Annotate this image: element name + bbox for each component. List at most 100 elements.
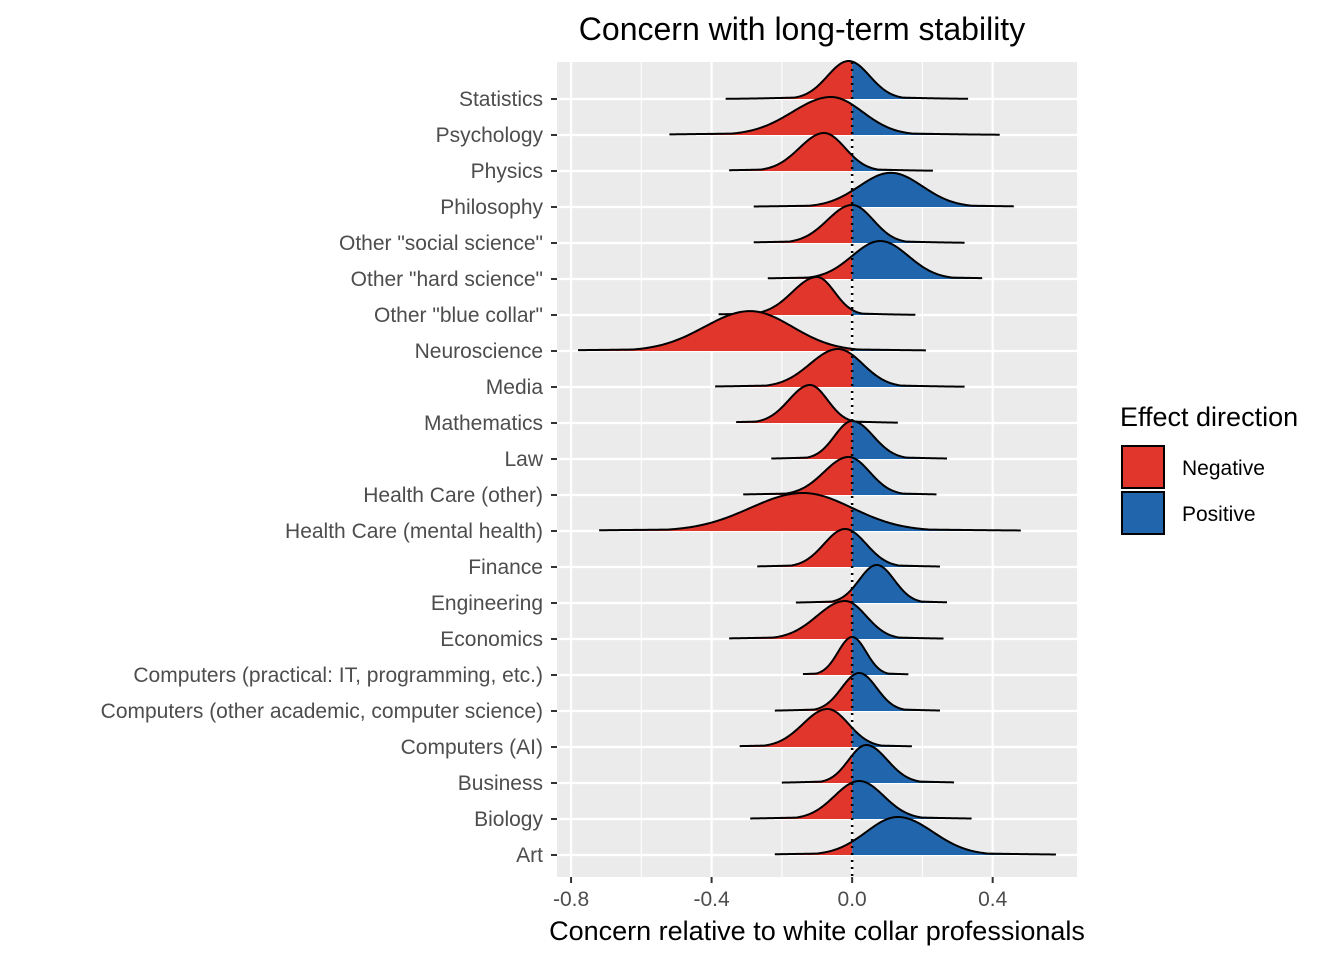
y-tick-label: Art: [516, 844, 543, 867]
y-tick-label: Psychology: [436, 124, 544, 147]
negative-area: [669, 97, 853, 135]
positive-area: [852, 241, 983, 279]
negative-area: [578, 311, 853, 351]
ridge-business: [781, 743, 955, 784]
density-outline: [795, 563, 948, 604]
density-outline: [771, 419, 948, 460]
positive-area: [852, 781, 972, 819]
positive-area: [852, 603, 944, 639]
negative-area: [757, 529, 853, 567]
ridge-biology: [750, 780, 972, 820]
ridge-mathematics: [736, 383, 898, 424]
density-outline: [578, 310, 926, 352]
legend-key-negative: [1121, 445, 1165, 489]
negative-area: [802, 637, 853, 675]
negative-area: [753, 205, 853, 243]
ridge-other-social-science: [753, 203, 965, 244]
negative-area: [725, 61, 853, 99]
ridge-computers-other-academic-computer-science: [774, 671, 940, 712]
density-outline: [729, 131, 933, 172]
chart-title: Concern with long-term stability: [579, 11, 1025, 47]
y-tick-label: Computers (AI): [401, 736, 543, 759]
positive-area: [852, 531, 940, 567]
negative-area: [771, 421, 853, 459]
y-tick-label: Mathematics: [424, 412, 543, 435]
ridge-statistics: [725, 60, 969, 100]
y-axis: Statistics Psychology Physics Philosophy Oth…: [101, 88, 557, 867]
legend-key-positive: [1121, 491, 1165, 535]
density-outline: [774, 815, 1056, 856]
positive-area: [852, 309, 916, 315]
density-outline: [736, 383, 898, 424]
positive-area: [852, 172, 1014, 207]
negative-area: [718, 277, 853, 315]
ridge-neuroscience: [578, 310, 926, 352]
negative-area: [750, 782, 853, 819]
ridge-health-care-mental-health: [599, 491, 1021, 532]
ridge-finance: [757, 528, 940, 568]
x-tick-label: -0.4: [694, 888, 731, 911]
density-outline: [781, 743, 955, 784]
legend: Effect direction Negative Positive: [1120, 402, 1298, 535]
y-tick-label: Philosophy: [440, 196, 543, 219]
density-outline: [802, 635, 909, 676]
legend-title: Effect direction: [1120, 402, 1298, 432]
ridge-physics: [729, 131, 933, 172]
plot-panel: [557, 62, 1077, 877]
y-tick-label: Media: [486, 376, 544, 399]
y-tick-label: Engineering: [431, 592, 543, 615]
negative-area: [599, 493, 853, 531]
positive-area: [852, 457, 937, 495]
ridge-law: [771, 419, 948, 460]
y-tick-label: Other "hard science": [351, 268, 543, 291]
y-tick-label: Statistics: [459, 88, 543, 111]
positive-area: [852, 205, 965, 243]
ridge-health-care-other: [743, 455, 937, 496]
density-outline: [753, 171, 1014, 208]
positive-area: [852, 155, 933, 171]
x-tick-label: -0.8: [553, 888, 589, 911]
positive-area: [852, 817, 1056, 855]
y-tick-label: Computers (practical: IT, programming, e…: [133, 664, 543, 687]
positive-area: [852, 61, 969, 99]
negative-area: [743, 457, 853, 495]
positive-area: [852, 673, 940, 711]
x-axis: -0.8 -0.4 0.0 0.4: [553, 877, 1008, 911]
density-outline: [753, 203, 965, 244]
y-tick-label: Health Care (mental health): [285, 520, 543, 543]
negative-area: [739, 709, 853, 747]
x-axis-title: Concern relative to white collar profess…: [549, 916, 1085, 946]
positive-area: [852, 637, 909, 675]
density-outline: [739, 707, 912, 748]
positive-area: [852, 104, 1000, 135]
ridge-computers-practical-it-programming-etc: [802, 635, 909, 676]
ridge-media: [715, 347, 965, 388]
density-outline: [599, 491, 1021, 532]
x-tick-label: 0.0: [838, 888, 867, 911]
negative-area: [767, 255, 853, 279]
y-tick-label: Health Care (other): [363, 484, 543, 507]
density-outline: [743, 455, 937, 496]
y-tick-label: Computers (other academic, computer scie…: [101, 700, 543, 723]
legend-label-negative: Negative: [1182, 457, 1265, 480]
y-tick-label: Other "social science": [339, 232, 543, 255]
density-outline: [715, 347, 965, 388]
density-outline: [750, 780, 972, 820]
negative-area: [729, 601, 853, 639]
density-outline: [757, 528, 940, 568]
positive-area: [852, 727, 912, 747]
y-tick-label: Neuroscience: [415, 340, 543, 363]
ridge-philosophy: [753, 171, 1014, 208]
ridge-economics: [729, 599, 944, 640]
y-tick-label: Other "blue collar": [374, 304, 543, 327]
y-tick-label: Physics: [471, 160, 543, 183]
y-tick-label: Economics: [440, 628, 543, 651]
y-tick-label: Biology: [474, 808, 543, 831]
legend-label-positive: Positive: [1182, 503, 1256, 526]
positive-area: [852, 745, 955, 783]
density-outline: [729, 599, 944, 640]
positive-area: [852, 421, 947, 459]
y-tick-label: Law: [504, 448, 543, 471]
x-tick-label: 0.4: [978, 888, 1008, 911]
